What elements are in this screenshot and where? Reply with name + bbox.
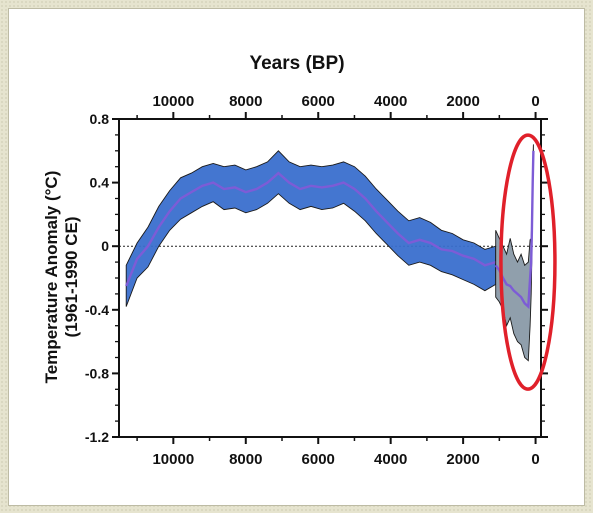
series-0-band [125,150,497,307]
x-tick-label-top-5: 0 [531,93,539,110]
x-tick-label-top-0: 10000 [152,93,194,110]
top-axis-title: Years (BP) [249,53,344,74]
y-tick-label-1: 0.4 [90,175,110,191]
y-tick-label-3: -0.4 [85,302,109,318]
x-tick-label-bottom-2: 6000 [302,451,335,468]
x-tick-label-bottom-4: 2000 [446,451,479,468]
x-tick-label-bottom-1: 8000 [229,451,262,468]
y-axis-title-line2: (1961-1990 CE) [62,217,81,338]
figure-frame: Years (BP) Temperature Anomaly (°C) (196… [8,8,585,506]
y-tick-label-0: 0.8 [90,111,110,127]
y-tick-label-5: -1.2 [85,429,109,445]
x-tick-label-top-2: 6000 [302,93,335,110]
y-tick-label-2: 0 [101,238,109,254]
x-tick-label-bottom-3: 4000 [374,451,407,468]
x-tick-label-top-4: 2000 [446,93,479,110]
series-0-mean-line [125,171,497,287]
plot-area: 10000 10000 8000 8000 6000 6000 4000 4000 2000 20… [85,93,557,468]
y-axis-title-line1: Temperature Anomaly (°C) [42,171,61,384]
series-1-mean-line [494,150,535,310]
x-tick-label-top-1: 8000 [229,93,262,110]
y-tick-label-4: -0.8 [85,365,109,381]
x-tick-label-top-3: 4000 [374,93,407,110]
x-tick-label-bottom-5: 0 [531,451,539,468]
y-axis-title: Temperature Anomaly (°C) (1961-1990 CE) [42,171,81,384]
highlight-ellipse [499,133,557,391]
x-tick-label-bottom-0: 10000 [152,451,194,468]
temperature-anomaly-chart: Years (BP) Temperature Anomaly (°C) (196… [42,53,557,468]
